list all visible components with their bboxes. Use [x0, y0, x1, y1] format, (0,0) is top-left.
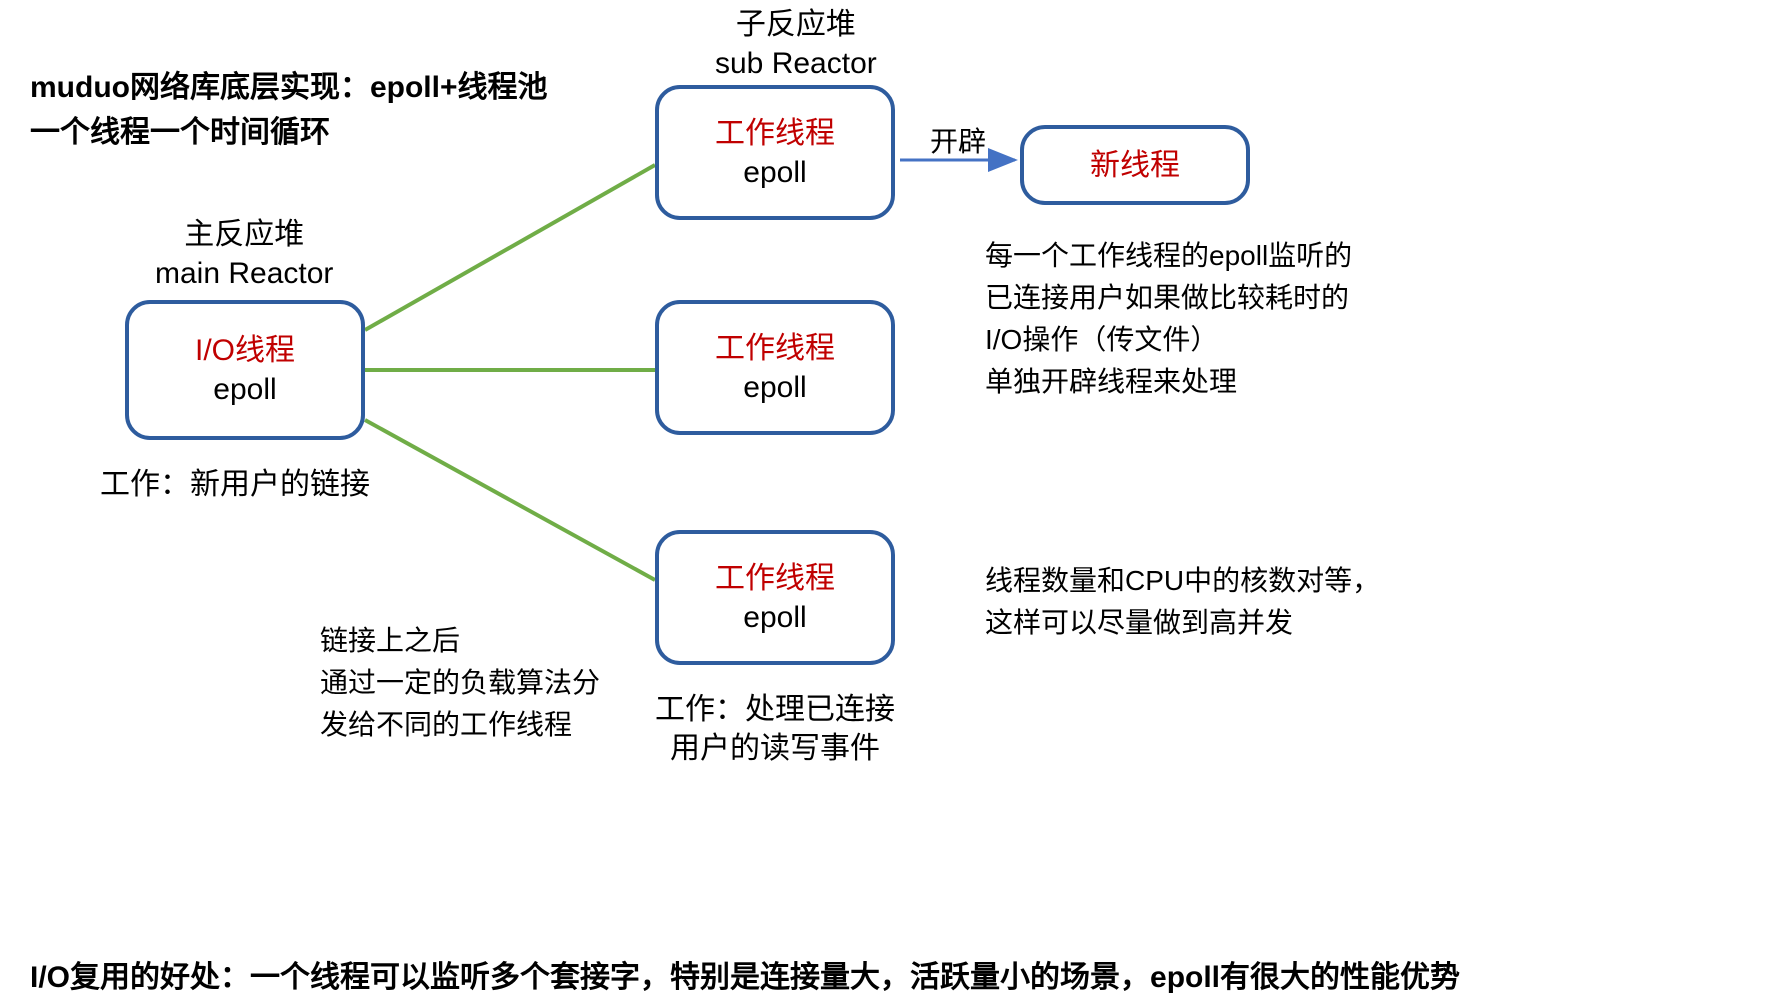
desc-line1: 每一个工作线程的epoll监听的	[985, 235, 1352, 277]
worker-job-line1: 工作：处理已连接	[655, 690, 895, 729]
green-line2: 通过一定的负载算法分	[320, 662, 600, 704]
worker-job-line2: 用户的读写事件	[655, 729, 895, 768]
worker-job: 工作：处理已连接 用户的读写事件	[655, 690, 895, 768]
title-line2: 一个线程一个时间循环	[30, 110, 548, 155]
red-line2: 这样可以尽量做到高并发	[985, 602, 1380, 644]
worker-1-title: 工作线程	[715, 114, 835, 153]
edge-main-w1	[365, 165, 655, 330]
sub-reactor-label-en: sub Reactor	[715, 44, 877, 83]
main-reactor-label-en: main Reactor	[155, 254, 333, 293]
green-line3: 发给不同的工作线程	[320, 704, 600, 746]
desc-line4: 单独开辟线程来处理	[985, 361, 1352, 403]
red-line1: 线程数量和CPU中的核数对等，	[985, 560, 1380, 602]
worker-2-sub: epoll	[743, 368, 806, 407]
page-title: muduo网络库底层实现：epoll+线程池 一个线程一个时间循环	[30, 65, 548, 155]
main-reactor-title: I/O线程	[195, 331, 295, 370]
green-note: 链接上之后 通过一定的负载算法分 发给不同的工作线程	[320, 620, 600, 746]
edge-main-w3	[365, 420, 655, 580]
worker-3-title: 工作线程	[715, 559, 835, 598]
worker-1-sub: epoll	[743, 153, 806, 192]
worker-3-sub: epoll	[743, 598, 806, 637]
desc-line2: 已连接用户如果做比较耗时的	[985, 277, 1352, 319]
main-reactor-job: 工作：新用户的链接	[100, 465, 370, 504]
new-thread-title: 新线程	[1090, 146, 1180, 185]
sub-reactor-label: 子反应堆 sub Reactor	[715, 5, 877, 83]
main-reactor-node: I/O线程 epoll	[125, 300, 365, 440]
main-reactor-sub: epoll	[213, 370, 276, 409]
main-reactor-label-cn: 主反应堆	[155, 215, 333, 254]
bottom-summary: I/O复用的好处：一个线程可以监听多个套接字，特别是连接量大，活跃量小的场景，e…	[30, 955, 1460, 1000]
new-thread-node: 新线程	[1020, 125, 1250, 205]
worker-2-title: 工作线程	[715, 329, 835, 368]
sub-reactor-label-cn: 子反应堆	[715, 5, 877, 44]
main-reactor-label: 主反应堆 main Reactor	[155, 215, 333, 293]
title-line1: muduo网络库底层实现：epoll+线程池	[30, 65, 548, 110]
worker-3-node: 工作线程 epoll	[655, 530, 895, 665]
worker-1-node: 工作线程 epoll	[655, 85, 895, 220]
desc-line3: I/O操作（传文件）	[985, 319, 1352, 361]
desc-epoll-block: 每一个工作线程的epoll监听的 已连接用户如果做比较耗时的 I/O操作（传文件…	[985, 235, 1352, 403]
green-line1: 链接上之后	[320, 620, 600, 662]
worker-2-node: 工作线程 epoll	[655, 300, 895, 435]
arrow-label-open: 开辟	[930, 120, 986, 160]
red-note: 线程数量和CPU中的核数对等， 这样可以尽量做到高并发	[985, 560, 1380, 644]
